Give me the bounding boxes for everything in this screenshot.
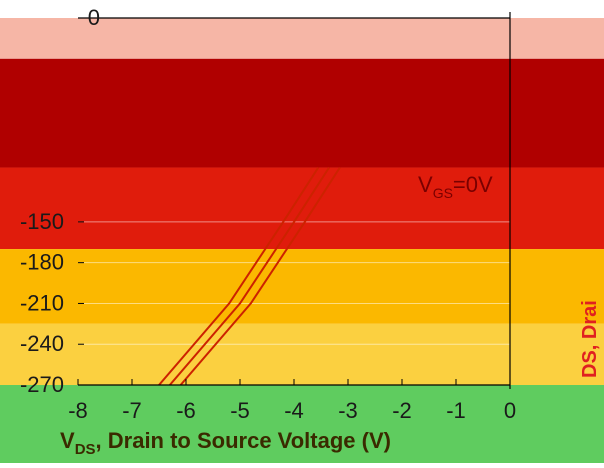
band-5 xyxy=(0,385,604,463)
y-axis-label: DS, Drai xyxy=(579,300,601,378)
background-bands xyxy=(0,18,604,463)
series-line-0 xyxy=(158,166,320,386)
y-tick-label: 0 xyxy=(88,5,100,30)
tick-labels: -8 -7 -6 -5 -4 -3 -2 -1 0 0 -150 -180 -210 -240 -270 xyxy=(20,5,516,423)
x-tick-label: -3 xyxy=(338,398,358,423)
x-tick-label: -1 xyxy=(446,398,466,423)
band-4 xyxy=(0,323,604,385)
series-group xyxy=(158,166,341,386)
y-tick-label: -150 xyxy=(20,209,64,234)
band-3 xyxy=(0,249,604,324)
band-1 xyxy=(0,58,604,168)
y-tick-label: -270 xyxy=(20,372,64,397)
x-axis-label: VDS, Drain to Source Voltage (V) xyxy=(60,428,391,458)
x-tick-label: -6 xyxy=(176,398,196,423)
series-line-1 xyxy=(169,166,330,386)
x-tick-label: -8 xyxy=(68,398,88,423)
x-tick-label: -4 xyxy=(284,398,304,423)
x-tick-label: 0 xyxy=(504,398,516,423)
x-tick-label: -7 xyxy=(122,398,142,423)
y-tick-label: -180 xyxy=(20,250,64,275)
y-tick-label: -240 xyxy=(20,331,64,356)
vgs-annotation: VGS=0V xyxy=(418,172,493,201)
band-0 xyxy=(0,18,604,59)
series-line-2 xyxy=(179,166,341,386)
x-tick-label: -2 xyxy=(392,398,412,423)
x-tick-label: -5 xyxy=(230,398,250,423)
y-tick-label: -210 xyxy=(20,290,64,315)
